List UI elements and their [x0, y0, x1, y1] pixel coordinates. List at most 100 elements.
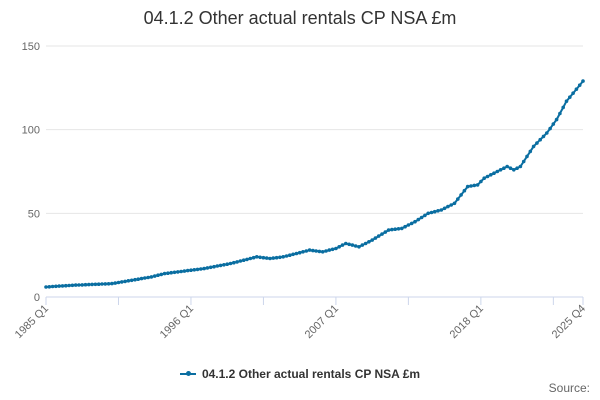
data-point[interactable]: [288, 253, 292, 257]
data-point[interactable]: [222, 263, 226, 267]
data-point[interactable]: [535, 141, 539, 145]
data-point[interactable]: [571, 91, 575, 95]
data-point[interactable]: [419, 215, 424, 220]
data-point[interactable]: [129, 278, 134, 283]
data-point[interactable]: [528, 149, 533, 154]
data-point[interactable]: [554, 117, 559, 122]
data-point[interactable]: [370, 238, 375, 242]
data-point[interactable]: [508, 166, 513, 170]
data-point[interactable]: [413, 219, 417, 224]
data-point[interactable]: [44, 285, 48, 289]
data-point[interactable]: [57, 284, 61, 288]
data-point[interactable]: [482, 176, 487, 180]
data-point[interactable]: [400, 226, 404, 231]
data-point[interactable]: [452, 201, 457, 206]
data-point[interactable]: [564, 99, 569, 103]
data-point[interactable]: [185, 268, 190, 273]
data-point[interactable]: [521, 159, 526, 164]
data-point[interactable]: [93, 282, 98, 287]
data-point[interactable]: [380, 232, 384, 236]
data-point[interactable]: [320, 250, 325, 254]
data-point[interactable]: [574, 87, 579, 91]
data-point[interactable]: [337, 245, 342, 249]
data-point[interactable]: [577, 83, 582, 87]
data-point[interactable]: [538, 137, 542, 142]
data-point[interactable]: [449, 203, 454, 207]
data-point[interactable]: [442, 206, 447, 211]
data-point[interactable]: [67, 283, 71, 288]
data-point[interactable]: [515, 166, 519, 170]
data-point[interactable]: [475, 183, 480, 187]
data-point[interactable]: [376, 234, 381, 238]
data-point[interactable]: [360, 243, 365, 247]
data-point[interactable]: [152, 274, 157, 278]
data-point[interactable]: [96, 282, 101, 287]
data-point[interactable]: [386, 228, 391, 232]
data-point[interactable]: [502, 166, 506, 170]
data-point[interactable]: [518, 164, 523, 169]
data-point[interactable]: [548, 126, 552, 131]
data-point[interactable]: [60, 284, 65, 288]
legend-item[interactable]: 04.1.2 Other actual rentals CP NSA £m: [179, 367, 420, 381]
data-point[interactable]: [271, 256, 276, 260]
data-point[interactable]: [446, 204, 450, 209]
data-point[interactable]: [70, 283, 75, 288]
data-point[interactable]: [432, 209, 437, 214]
data-point[interactable]: [235, 260, 239, 264]
data-point[interactable]: [469, 184, 473, 188]
data-point[interactable]: [218, 263, 223, 268]
data-point[interactable]: [396, 227, 401, 231]
data-point[interactable]: [166, 271, 170, 276]
data-point[interactable]: [47, 285, 52, 289]
data-point[interactable]: [568, 95, 572, 99]
data-point[interactable]: [202, 266, 206, 271]
data-point[interactable]: [439, 208, 444, 212]
data-point[interactable]: [179, 269, 183, 274]
data-point[interactable]: [492, 171, 496, 175]
data-point[interactable]: [116, 280, 121, 285]
data-point[interactable]: [340, 243, 345, 247]
data-point[interactable]: [390, 227, 394, 232]
data-point[interactable]: [363, 241, 368, 246]
data-point[interactable]: [393, 227, 398, 231]
data-point[interactable]: [110, 281, 114, 286]
data-point[interactable]: [149, 275, 154, 279]
data-point[interactable]: [146, 275, 150, 280]
data-point[interactable]: [139, 276, 144, 281]
data-point[interactable]: [169, 270, 173, 275]
data-point[interactable]: [80, 283, 84, 287]
data-point[interactable]: [133, 277, 137, 282]
data-point[interactable]: [228, 261, 233, 266]
data-point[interactable]: [462, 188, 467, 193]
data-point[interactable]: [264, 256, 269, 260]
data-point[interactable]: [498, 168, 503, 172]
data-point[interactable]: [294, 251, 299, 256]
data-point[interactable]: [90, 282, 94, 287]
data-point[interactable]: [472, 183, 477, 188]
data-point[interactable]: [334, 246, 338, 251]
data-point[interactable]: [261, 255, 266, 260]
data-point[interactable]: [172, 270, 177, 275]
data-point[interactable]: [459, 193, 463, 197]
data-point[interactable]: [558, 111, 562, 116]
data-point[interactable]: [232, 260, 236, 265]
data-point[interactable]: [357, 245, 361, 249]
data-point[interactable]: [182, 269, 187, 273]
data-point[interactable]: [423, 213, 427, 218]
data-point[interactable]: [189, 268, 193, 273]
data-point[interactable]: [87, 282, 91, 287]
data-point[interactable]: [545, 131, 549, 135]
data-point[interactable]: [327, 248, 332, 252]
data-point[interactable]: [330, 247, 335, 252]
data-point[interactable]: [50, 284, 55, 289]
data-point[interactable]: [64, 283, 68, 288]
data-point[interactable]: [284, 254, 289, 258]
data-point[interactable]: [317, 249, 322, 254]
data-point[interactable]: [561, 105, 565, 110]
data-point[interactable]: [581, 79, 585, 83]
data-point[interactable]: [156, 273, 160, 278]
data-point[interactable]: [324, 249, 328, 253]
data-point[interactable]: [551, 122, 556, 126]
data-point[interactable]: [103, 282, 108, 286]
data-point[interactable]: [350, 243, 355, 247]
